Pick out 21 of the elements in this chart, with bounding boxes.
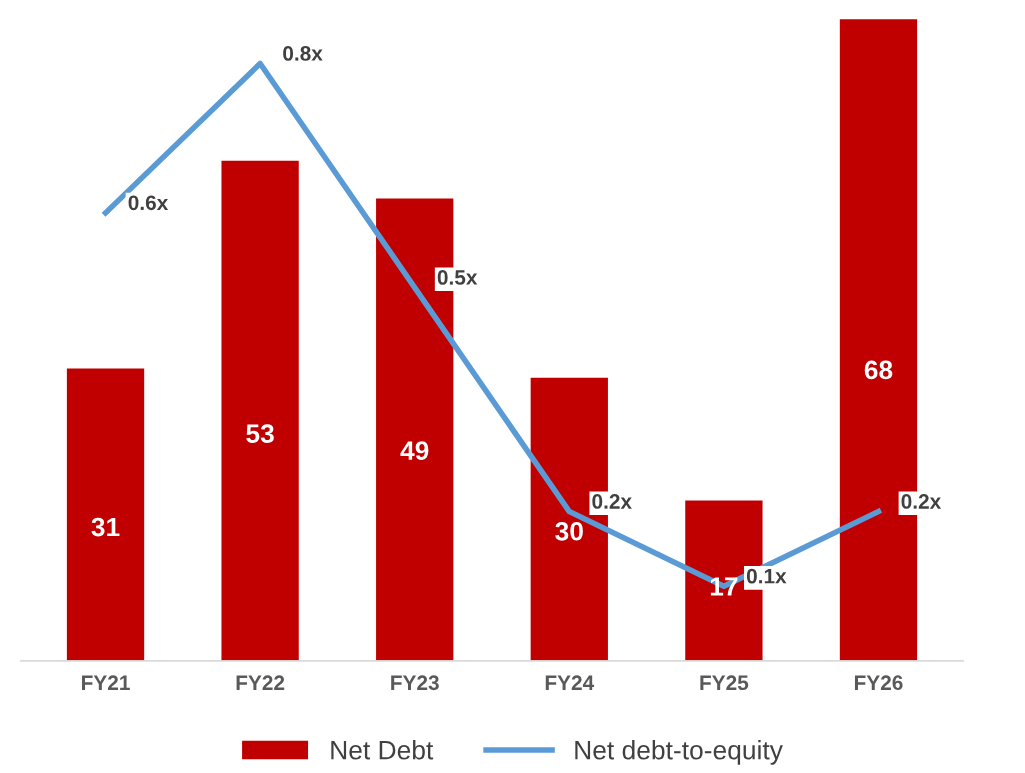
data-label: 0.6x — [128, 195, 169, 211]
x-tick-label: FY25 — [700, 675, 749, 691]
data-label: 0.5x — [437, 270, 478, 285]
data-label: 49 — [400, 441, 429, 460]
data-label: 0.8x — [283, 46, 323, 61]
x-tick-label: FY21 — [82, 675, 130, 690]
data-label: 31 — [91, 517, 120, 537]
data-label: 30 — [555, 521, 583, 541]
legend-label: Net debt-to-equity — [575, 740, 783, 765]
data-label: 0.2x — [901, 494, 942, 509]
data-label: 0.2x — [592, 494, 632, 509]
data-label: 53 — [246, 424, 274, 443]
legend-label: Net Debt — [331, 740, 434, 760]
data-label: 68 — [864, 360, 893, 380]
x-tick-label: FY23 — [391, 675, 439, 691]
data-label: 0.1x — [746, 568, 787, 584]
x-tick-label: FY24 — [545, 675, 595, 690]
x-tick-label: FY26 — [854, 675, 903, 691]
x-tick-label: FY22 — [236, 675, 285, 690]
bar — [66, 368, 145, 661]
bar — [221, 160, 299, 661]
